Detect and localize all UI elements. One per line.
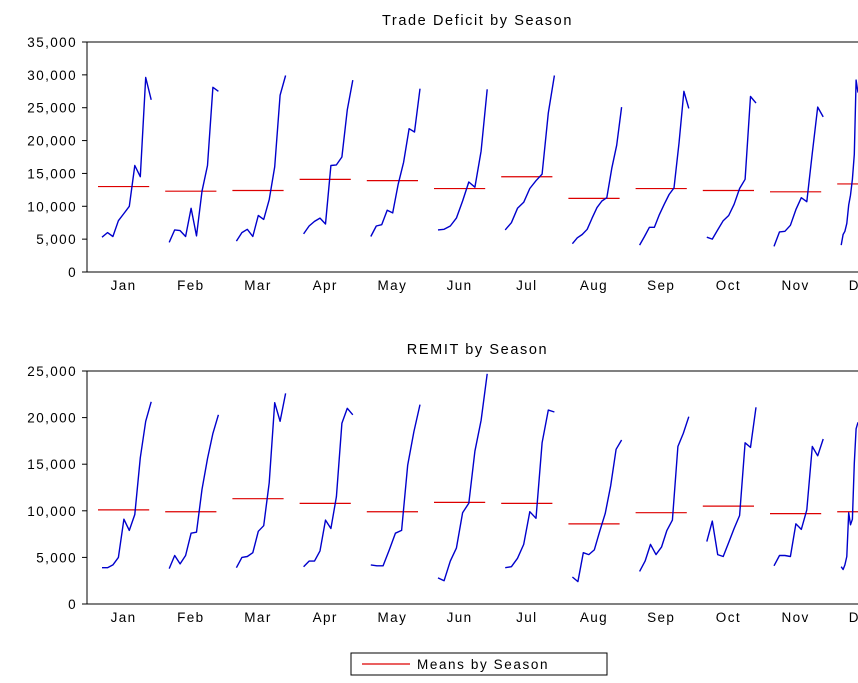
x-tick-label: Jul: [516, 278, 537, 293]
x-tick-label: Mar: [244, 278, 271, 293]
chart-panel-1: Trade Deficit by Season 0 5,000 10,000 15,00…: [27, 13, 858, 293]
x-tick-label: Apr: [313, 278, 338, 293]
season-line-mar: [235, 75, 287, 242]
x-tick-label: Nov: [781, 278, 809, 293]
x-tick-label: Dec: [849, 610, 858, 625]
legend-label: Means by Season: [417, 657, 549, 672]
y-tick-label: 20,000: [27, 411, 77, 426]
season-line-may: [370, 404, 421, 567]
x-tick-label: Dec: [849, 278, 858, 293]
season-line-mar: [235, 393, 287, 569]
season-line-may: [370, 88, 421, 237]
y-tick-label: 20,000: [27, 134, 77, 149]
x-tick-label: Feb: [177, 610, 204, 625]
x-tick-label: Feb: [177, 278, 204, 293]
chart-title: REMIT by Season: [407, 342, 548, 358]
season-line-jan: [102, 401, 152, 569]
season-line-jun: [437, 89, 488, 231]
y-tick-label: 15,000: [27, 457, 77, 472]
season-line-dec: [840, 422, 858, 571]
x-tick-label: Jun: [447, 278, 473, 293]
season-line-jun: [437, 373, 488, 582]
chart-panel-2: REMIT by Season 0 5,000 10,000 15,000 20,000 2…: [27, 342, 858, 625]
y-tick-label: 25,000: [27, 101, 77, 116]
y-tick-label: 10,000: [27, 199, 77, 214]
chart-title: Trade Deficit by Season: [382, 13, 573, 29]
season-line-jan: [101, 76, 152, 238]
x-tick-label: Nov: [781, 610, 809, 625]
x-tick-label: Aug: [580, 610, 608, 625]
y-tick-label: 25,000: [27, 364, 77, 379]
x-tick-label: May: [378, 278, 408, 293]
season-line-sep: [638, 416, 690, 572]
x-tick-label: Sep: [647, 610, 675, 625]
season-line-sep: [638, 90, 690, 246]
x-tick-label: Jul: [516, 610, 537, 625]
season-line-oct: [706, 407, 757, 558]
y-tick-label: 35,000: [27, 35, 77, 50]
x-tick-label: Oct: [716, 610, 741, 625]
x-tick-label: Aug: [580, 278, 608, 293]
season-line-nov: [773, 106, 824, 247]
y-tick-label: 5,000: [36, 550, 77, 565]
season-line-dec: [840, 79, 858, 246]
season-line-jul: [504, 75, 556, 231]
legend: Means by Season: [350, 652, 608, 676]
season-line-feb: [168, 414, 220, 569]
x-tick-label: May: [378, 610, 408, 625]
legend-box: [350, 652, 608, 676]
y-tick-label: 0: [68, 265, 77, 280]
season-line-apr: [303, 79, 354, 235]
x-tick-label: Jun: [447, 610, 473, 625]
season-line-aug: [571, 439, 623, 583]
x-tick-label: Apr: [313, 610, 338, 625]
x-tick-label: Sep: [647, 278, 675, 293]
y-tick-label: 5,000: [36, 232, 77, 247]
y-tick-label: 30,000: [27, 68, 77, 83]
x-tick-label: Jan: [111, 610, 137, 625]
x-tick-label: Mar: [244, 610, 271, 625]
x-tick-label: Jan: [111, 278, 137, 293]
y-tick-label: 15,000: [27, 166, 77, 181]
season-line-apr: [303, 407, 354, 568]
season-line-jul: [505, 409, 555, 569]
season-line-nov: [773, 438, 824, 567]
season-line-aug: [571, 107, 623, 245]
season-line-oct: [706, 95, 757, 240]
season-line-feb: [168, 86, 219, 243]
y-tick-label: 0: [68, 597, 77, 612]
x-tick-label: Oct: [716, 278, 741, 293]
y-tick-label: 10,000: [27, 504, 77, 519]
